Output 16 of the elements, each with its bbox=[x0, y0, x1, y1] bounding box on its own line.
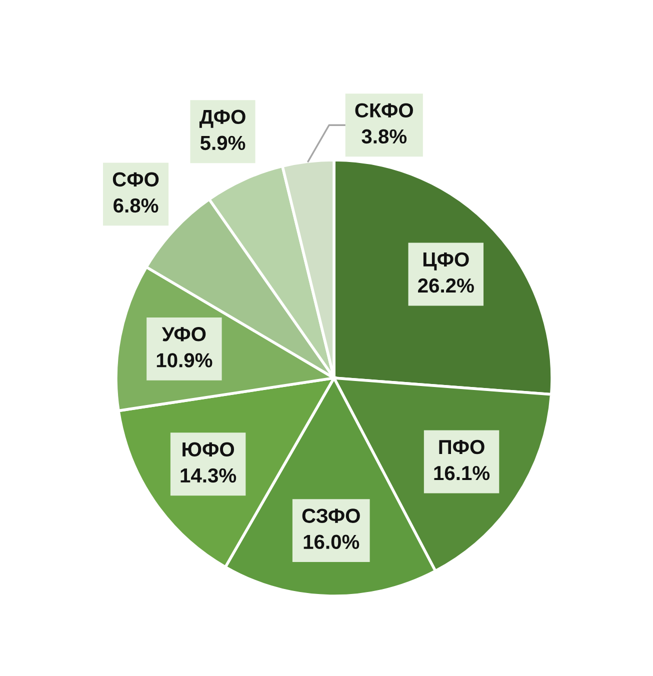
slice-label: ЮФО bbox=[182, 442, 234, 457]
data-label: 14.3% bbox=[180, 468, 236, 483]
slice-label: УФО bbox=[162, 327, 206, 342]
slice-label: СКФО bbox=[355, 103, 413, 118]
data-label: 10.9% bbox=[156, 353, 212, 368]
data-label: 16.0% bbox=[304, 534, 360, 550]
slice-label: СФО bbox=[112, 172, 159, 187]
data-label: 3.8% bbox=[362, 129, 407, 144]
slice-label: ДФО bbox=[199, 110, 246, 128]
data-label: 16.1% bbox=[434, 466, 490, 480]
data-label: 26.2% bbox=[418, 278, 474, 293]
data-label: 6.8% bbox=[114, 198, 158, 213]
slice-label: ЦФО bbox=[423, 252, 469, 270]
slice-label: СЗФО bbox=[302, 508, 360, 523]
slice-label: ПФО bbox=[439, 440, 484, 454]
data-label: 5.9% bbox=[200, 136, 246, 150]
